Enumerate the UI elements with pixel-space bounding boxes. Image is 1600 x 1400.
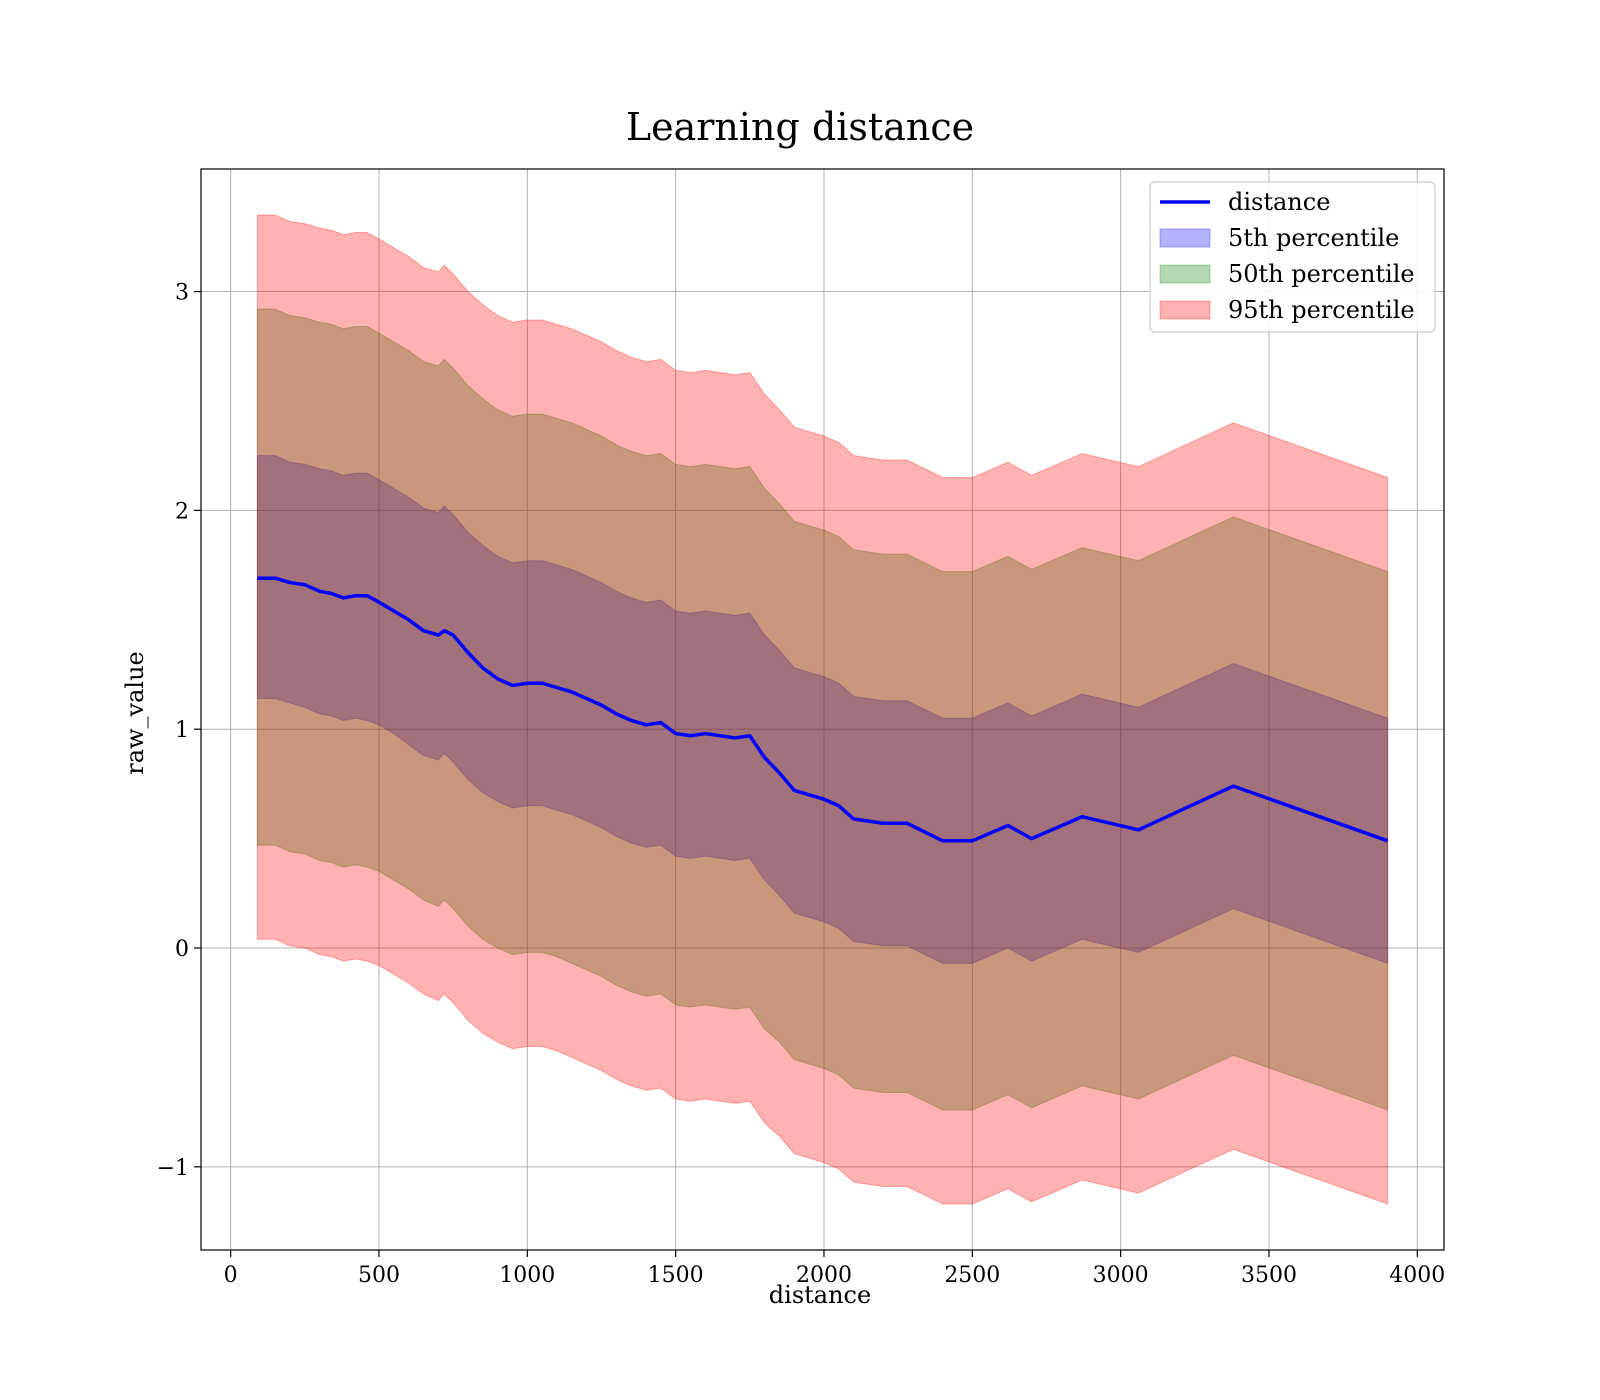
x-tick-label: 1500 [648,1263,704,1288]
y-axis-label: raw_value [121,651,149,775]
line-layer [257,576,1389,843]
legend-label-p5: 5th percentile [1228,224,1399,252]
y-tick-label: −1 [157,1156,189,1181]
legend-swatch-p95 [1159,300,1211,320]
legend-box [1149,181,1436,333]
legend-label-distance: distance [1228,188,1330,216]
x-tick-label: 3500 [1241,1263,1297,1288]
x-tick-label: 2500 [944,1263,1000,1288]
x-tick-label: 4000 [1389,1263,1445,1288]
distance-line [257,576,1389,843]
x-tick-label: 3000 [1093,1263,1149,1288]
y-tick-label: 0 [175,937,189,962]
legend: distance 5th percentile 50th percentile 95t… [1149,181,1436,333]
y-tick-label: 2 [175,499,189,524]
x-tick-label: 1000 [499,1263,555,1288]
x-tick-label: 500 [358,1263,400,1288]
y-axis: −1 0 1 2 3 [157,281,201,1181]
x-axis-label: distance [769,1281,871,1309]
x-axis: 0 500 1000 1500 2000 2500 3000 3500 4000 [224,1250,1445,1288]
x-tick-label: 0 [224,1263,238,1288]
legend-label-p95: 95th percentile [1228,296,1415,324]
y-tick-label: 1 [175,718,189,743]
x-tick-label: 2000 [796,1263,852,1288]
legend-label-p50: 50th percentile [1228,260,1415,288]
legend-swatch-p50 [1159,264,1211,284]
band-5th-percentile [256,455,1389,965]
y-tick-label: 3 [175,281,189,306]
band-50th-percentile [256,308,1389,1111]
legend-swatch-p5 [1159,228,1211,248]
plot-frame [200,168,1445,1251]
chart-title: Learning distance [626,105,974,149]
bands-layer [256,214,1389,1205]
band-95th-percentile [256,214,1389,1205]
